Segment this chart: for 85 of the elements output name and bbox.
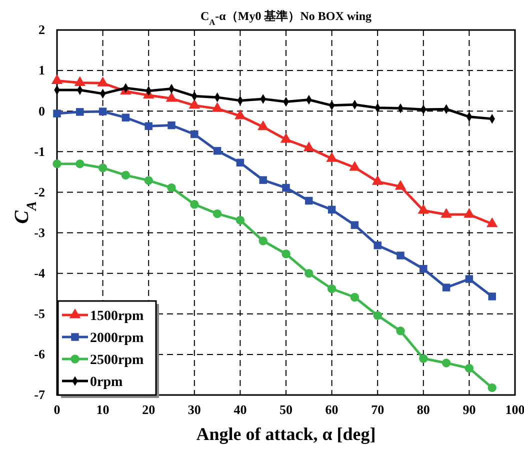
point: [396, 252, 404, 260]
point: [464, 208, 475, 218]
point: [76, 108, 84, 116]
legend-label: 2500rpm: [90, 353, 144, 368]
y-tick-label: -3: [34, 224, 46, 240]
point: [167, 183, 176, 192]
point: [212, 209, 222, 218]
point: [303, 142, 315, 152]
point: [374, 241, 382, 250]
point: [259, 176, 267, 184]
y-tick-label: 0: [38, 103, 45, 118]
y-tick-label: -4: [34, 265, 46, 280]
point: [419, 354, 428, 363]
x-tick-label: 100: [505, 402, 524, 418]
point: [190, 130, 198, 138]
point: [98, 164, 108, 172]
point: [486, 217, 498, 228]
legend-label: 1500rpm: [90, 309, 144, 324]
point: [488, 383, 496, 392]
point: [122, 114, 130, 122]
legend-label: 0rpm: [90, 375, 123, 390]
point: [282, 184, 290, 192]
point: [51, 74, 63, 84]
point: [326, 152, 338, 162]
point: [442, 284, 450, 292]
point: [212, 102, 223, 112]
point: [373, 311, 382, 320]
x-tick-label: 30: [188, 402, 201, 418]
point: [188, 98, 200, 109]
y-tick-label: -2: [34, 184, 45, 200]
point: [305, 196, 313, 205]
legend-label: 2000rpm: [90, 331, 144, 346]
point: [234, 109, 246, 120]
point: [144, 122, 152, 130]
x-tick-label: 60: [325, 402, 338, 418]
point: [488, 292, 496, 300]
y-tick-label: 1: [38, 62, 45, 78]
point: [394, 180, 406, 190]
x-tick-label: 80: [416, 402, 430, 418]
point: [282, 250, 290, 258]
y-tick-label: -6: [34, 346, 46, 362]
point: [97, 76, 108, 86]
x-tick-label: 90: [462, 402, 476, 418]
point: [168, 121, 176, 130]
x-tick-label: 0: [54, 402, 60, 418]
point: [328, 206, 336, 214]
point: [236, 216, 245, 225]
point: [76, 159, 84, 168]
point: [144, 176, 153, 185]
point: [257, 120, 269, 130]
point: [396, 326, 405, 336]
point: [464, 364, 474, 373]
point: [258, 236, 268, 246]
point: [304, 268, 314, 278]
y-tick-label: -1: [34, 144, 45, 159]
point: [52, 159, 62, 168]
point: [74, 76, 86, 86]
point: [190, 200, 199, 209]
x-tick-label: 40: [234, 402, 247, 418]
point: [53, 110, 61, 118]
point: [327, 284, 336, 294]
point: [213, 146, 222, 155]
point: [121, 170, 130, 180]
x-tick-label: 10: [96, 402, 110, 418]
point: [440, 208, 452, 218]
y-tick-label: -5: [34, 306, 46, 322]
x-tick-label: 50: [280, 402, 292, 418]
point: [349, 160, 360, 171]
point: [350, 292, 360, 302]
point: [372, 175, 384, 185]
point: [442, 358, 451, 368]
point: [420, 265, 428, 273]
point: [350, 221, 359, 229]
y-tick-label: 2: [38, 22, 45, 38]
x-axis-title: Angle of attack, α [deg]: [196, 424, 376, 444]
point: [280, 132, 292, 143]
point: [166, 92, 178, 102]
x-tick-label: 20: [142, 402, 156, 418]
y-tick-label: -7: [34, 387, 46, 402]
chart-title: C$_{A}$-α（My0 基準）No BOX wing: [200, 9, 372, 26]
point: [418, 204, 430, 214]
point: [236, 158, 244, 166]
x-tick-label: 70: [371, 402, 384, 418]
point: [465, 275, 474, 283]
point: [98, 108, 107, 116]
